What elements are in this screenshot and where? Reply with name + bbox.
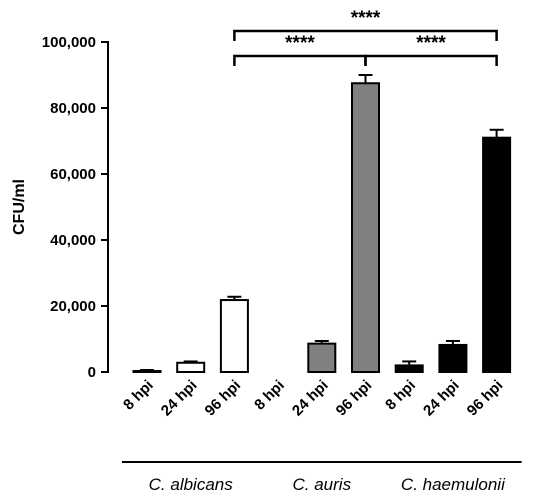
group-labels: C. albicans C. auris C. haemulonii: [122, 461, 522, 494]
bar: [219, 299, 249, 373]
x-tick-label: 24 hpi: [420, 377, 463, 420]
bar: [394, 364, 424, 373]
x-tick-label: 8 hpi: [382, 377, 419, 414]
x-tick-label: 96 hpi: [202, 377, 245, 420]
y-ticks: 0 20,000 40,000 60,000 80,000 100,000: [42, 34, 108, 381]
x-tick-label: 24 hpi: [289, 377, 332, 420]
x-tick-label: 8 hpi: [251, 377, 288, 414]
significance-bracket: [364, 54, 498, 66]
y-tick-label: 40,000: [50, 232, 96, 249]
y-tick-label: 20,000: [50, 298, 96, 315]
significance-brackets: **** **** ****: [233, 8, 498, 66]
bar: [132, 370, 162, 374]
y-tick-label: 80,000: [50, 100, 96, 117]
bar: [351, 82, 380, 373]
bar: [307, 342, 337, 373]
bar: [176, 361, 206, 374]
significance-bracket: [233, 29, 498, 41]
bar: [438, 343, 468, 374]
bar: [482, 136, 512, 373]
group-label: C. albicans: [149, 475, 234, 494]
group-label: C. auris: [293, 475, 352, 494]
y-tick-label: 60,000: [50, 166, 96, 183]
x-tick-label: 96 hpi: [464, 377, 507, 420]
x-tick-label: 96 hpi: [333, 377, 376, 420]
significance-label: ****: [351, 8, 381, 29]
significance-bracket: [233, 54, 367, 66]
x-tick-label: 8 hpi: [120, 377, 157, 414]
significance-label: ****: [285, 33, 315, 54]
y-tick-label: 100,000: [42, 34, 96, 51]
x-tick-label: 24 hpi: [158, 377, 201, 420]
y-tick-label: 0: [88, 364, 96, 381]
significance-label: ****: [416, 33, 446, 54]
x-tick-labels: 8 hpi 24 hpi 96 hpi 8 hpi 24 hpi 96 hpi 8 hpi 2…: [120, 377, 506, 420]
group-label: C. haemulonii: [401, 475, 506, 494]
y-axis-title: CFU/ml: [11, 179, 28, 235]
bars: [132, 74, 512, 374]
